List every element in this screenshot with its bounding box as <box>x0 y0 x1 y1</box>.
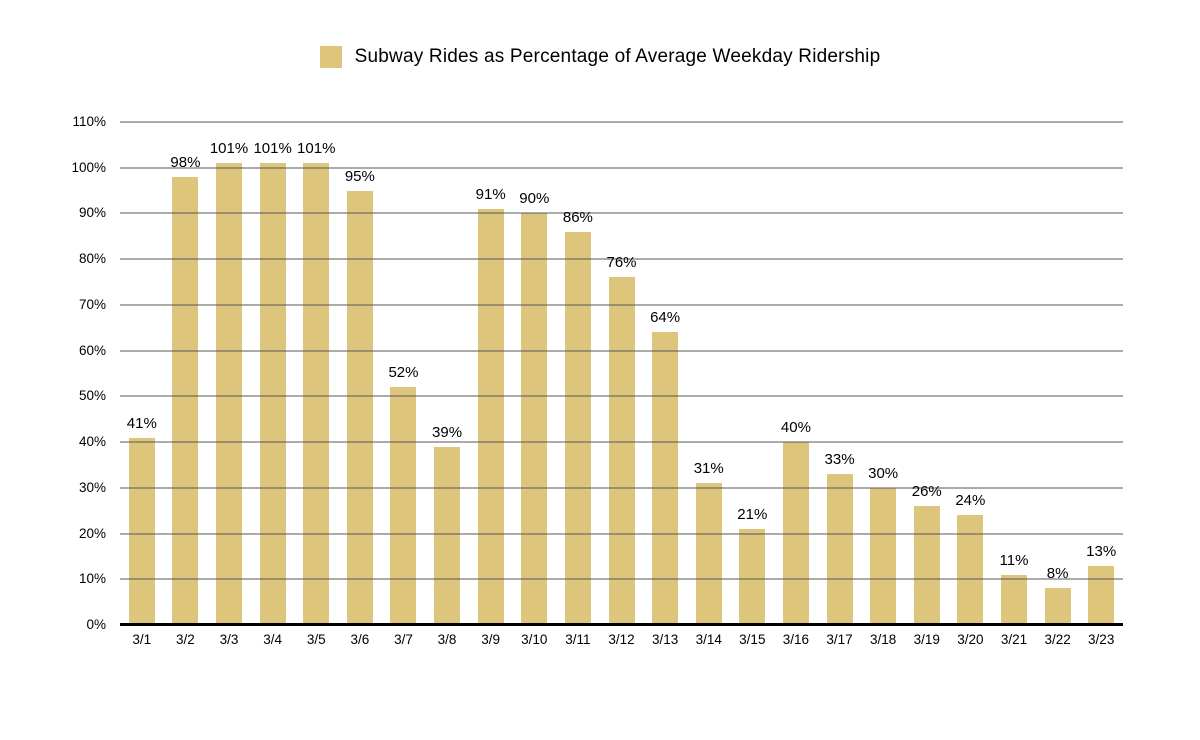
bar-value-label: 30% <box>868 464 899 482</box>
x-axis-tick-label: 3/18 <box>870 632 897 647</box>
y-axis-tick-label: 30% <box>78 479 106 495</box>
gridline <box>120 349 1123 352</box>
x-axis-tick-label: 3/21 <box>1000 632 1028 647</box>
bar <box>695 483 722 625</box>
y-axis-tick-label: 0% <box>86 617 106 632</box>
legend-label: Subway Rides as Percentage of Average We… <box>354 46 881 67</box>
x-axis-line <box>120 623 1123 626</box>
y-axis-tick-label: 20% <box>78 525 106 541</box>
gridline <box>120 441 1123 444</box>
bar <box>216 163 243 625</box>
x-axis-tick-label: 3/13 <box>651 632 679 647</box>
bar-value-label: 13% <box>1086 542 1117 560</box>
gridline <box>120 121 1123 123</box>
gridline <box>120 166 1123 169</box>
y-axis-tick-label: 90% <box>78 205 106 221</box>
y-axis-tick-label: 50% <box>78 388 106 404</box>
bar <box>477 208 504 625</box>
x-axis-tick-label: 3/4 <box>263 632 283 647</box>
bar-value-label: 40% <box>780 419 811 437</box>
gridline <box>120 486 1123 489</box>
bar-value-label: 21% <box>737 505 768 523</box>
bar-value-label: 76% <box>606 254 637 272</box>
x-axis-tick-label: 3/15 <box>739 632 766 647</box>
x-axis-tick-label: 3/5 <box>306 632 326 647</box>
legend-swatch <box>319 46 342 68</box>
bar <box>1088 565 1115 625</box>
x-axis-tick-label: 3/14 <box>695 632 722 647</box>
bar <box>390 387 417 625</box>
gridline <box>120 303 1123 306</box>
x-axis-tick-label: 3/23 <box>1088 632 1115 647</box>
x-axis-tick-label: 3/12 <box>608 632 635 647</box>
bar-value-label: 52% <box>388 364 419 382</box>
bar <box>826 474 853 625</box>
bar-value-label: 26% <box>911 483 942 501</box>
x-axis-tick-label: 3/6 <box>350 632 370 647</box>
bar-value-label: 91% <box>475 185 506 203</box>
bar-value-label: 39% <box>432 423 463 441</box>
x-axis-tick-label: 3/17 <box>826 632 853 647</box>
x-axis-tick-label: 3/16 <box>782 632 810 647</box>
x-axis-tick-label: 3/20 <box>957 632 984 647</box>
chart-legend: Subway Rides as Percentage of Average We… <box>0 46 1200 68</box>
x-axis-tick-label: 3/22 <box>1044 632 1071 647</box>
x-axis-tick-label: 3/10 <box>521 632 548 647</box>
x-axis-tick-label: 3/9 <box>481 632 501 647</box>
bar <box>913 506 940 625</box>
bar-value-label: 90% <box>519 190 550 208</box>
bar-value-label: 86% <box>562 208 593 226</box>
y-axis-tick-label: 40% <box>78 434 106 450</box>
bar-value-label: 33% <box>824 451 855 469</box>
bar-value-label: 101% <box>253 140 292 158</box>
bar-value-label: 11% <box>999 551 1029 569</box>
bar <box>870 487 897 625</box>
bar <box>652 332 679 625</box>
x-axis-tick-label: 3/3 <box>219 632 239 647</box>
bar <box>521 213 548 625</box>
gridline <box>120 532 1123 535</box>
bar <box>346 190 373 625</box>
bar-value-label: 98% <box>170 153 201 171</box>
y-axis-tick-label: 70% <box>78 296 106 312</box>
x-axis-tick-label: 3/7 <box>394 632 413 647</box>
y-axis-tick-label: 60% <box>78 342 106 358</box>
bar-value-label: 41% <box>126 414 157 432</box>
y-axis-tick-label: 80% <box>78 251 106 267</box>
bar-value-label: 101% <box>297 140 336 158</box>
bar <box>259 163 286 625</box>
y-axis-tick-label: 100% <box>71 159 106 175</box>
bar <box>1044 588 1071 625</box>
plot-area: 41% 98% 101% 101% 101% 95% 52% 39% 91% 90% 86% 76% 6… <box>120 121 1123 626</box>
x-axis-tick-label: 3/19 <box>913 632 940 647</box>
bar <box>172 176 199 625</box>
gridline <box>120 395 1123 398</box>
x-axis-tick-label: 3/2 <box>176 632 195 647</box>
bar <box>564 231 591 625</box>
x-axis-tick-label: 3/1 <box>132 632 152 647</box>
y-axis-tick-label: 10% <box>78 571 106 587</box>
bar <box>128 437 155 625</box>
bar-value-label: 24% <box>955 492 986 510</box>
bar-value-label: 31% <box>693 460 724 478</box>
x-axis-tick-label: 3/8 <box>437 632 457 647</box>
bar <box>608 277 635 625</box>
bar-value-label: 64% <box>650 309 681 327</box>
bar-value-label: 95% <box>344 167 375 185</box>
bar <box>303 163 330 625</box>
gridline <box>120 212 1123 215</box>
gridline <box>120 578 1123 581</box>
bar <box>1000 574 1027 625</box>
bar-value-label: 8% <box>1046 565 1069 583</box>
gridline <box>120 258 1123 261</box>
bar-value-label: 101% <box>209 140 249 158</box>
x-axis-tick-label: 3/11 <box>565 632 591 647</box>
y-axis-tick-label: 110% <box>72 114 106 129</box>
bar <box>434 446 461 625</box>
bar <box>739 528 766 625</box>
